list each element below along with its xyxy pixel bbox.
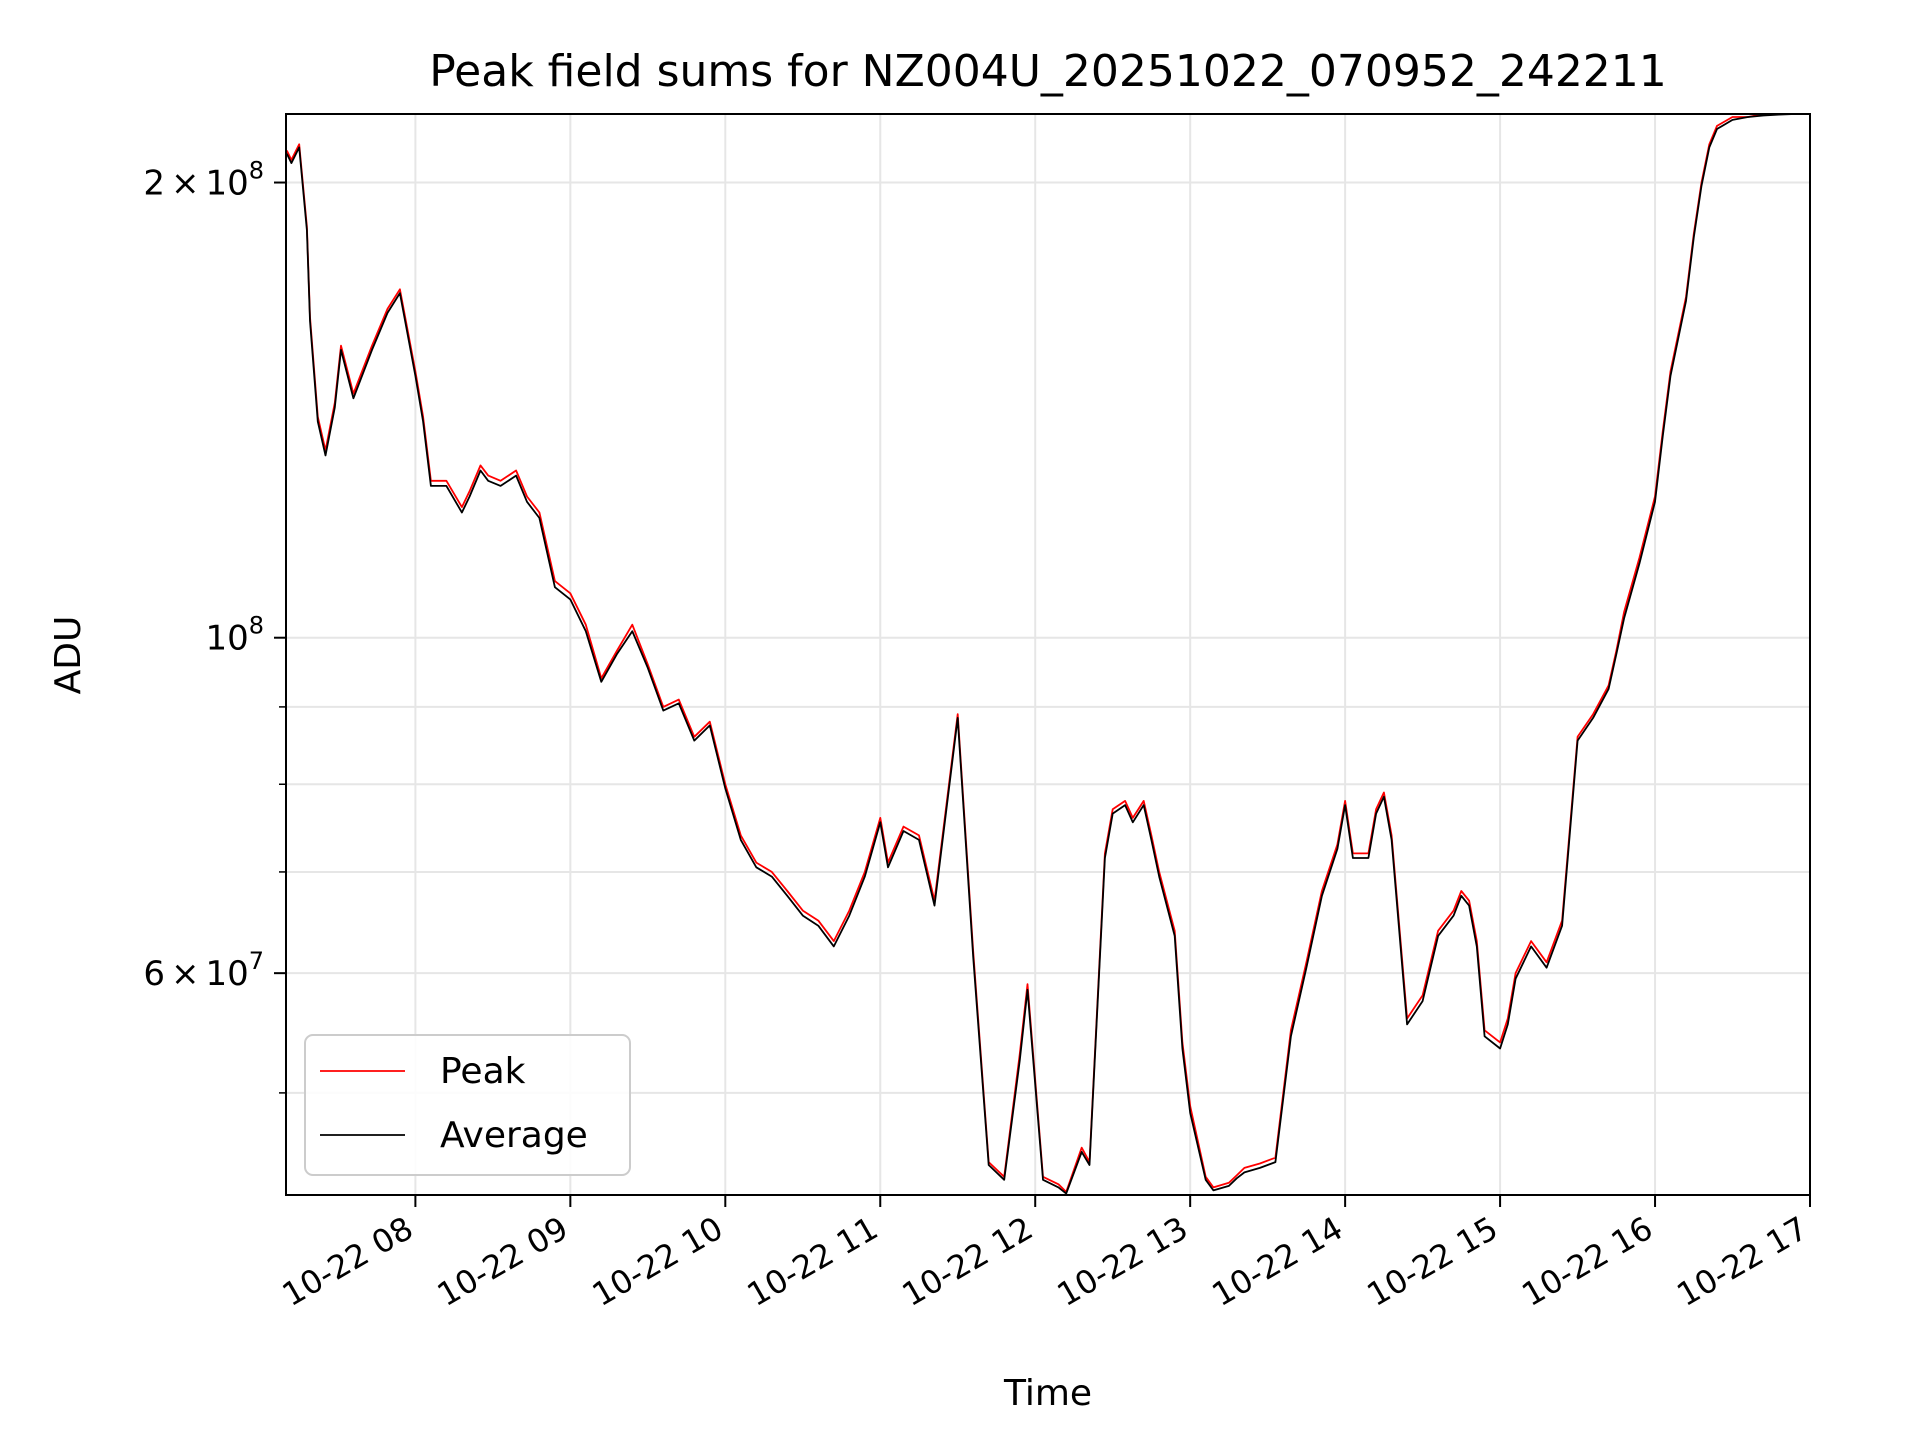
legend: Peak Average bbox=[304, 1034, 631, 1176]
y-tick-mantissa: 2 bbox=[143, 164, 165, 204]
y-tick-power-base: 10 bbox=[205, 164, 248, 204]
y-axis-label: ADU bbox=[48, 616, 89, 695]
x-axis-label: Time bbox=[1003, 1373, 1092, 1414]
series-line-average bbox=[285, 113, 1810, 1195]
legend-label-average: Average bbox=[440, 1115, 588, 1156]
chart-title: Peak field sums for NZ004U_20251022_0709… bbox=[429, 46, 1667, 97]
y-tick-times: × bbox=[171, 164, 200, 204]
plot-background bbox=[286, 114, 1810, 1195]
y-tick-exponent: 8 bbox=[249, 612, 264, 640]
series-lines bbox=[285, 113, 1810, 1195]
y-tick-exponent: 8 bbox=[249, 157, 264, 185]
y-tick-times: × bbox=[171, 954, 200, 994]
y-tick-label: 6 × 107 bbox=[143, 947, 264, 994]
y-tick-power-base: 10 bbox=[205, 954, 248, 994]
y-tick-exponent: 7 bbox=[249, 947, 264, 975]
y-tick-mantissa: 6 bbox=[143, 954, 165, 994]
plot-area: 10-22 08 10-22 09 10-22 10 10-22 11 10-22 12… bbox=[143, 113, 1814, 1314]
grid-lines bbox=[286, 114, 1811, 1195]
y-tick-power-base: 10 bbox=[205, 619, 248, 659]
legend-box bbox=[304, 1034, 631, 1176]
y-tick-label: 2 × 108 bbox=[143, 157, 264, 204]
y-tick-label: 108 bbox=[205, 612, 264, 659]
plot-frame bbox=[285, 113, 1811, 1196]
legend-label-peak: Peak bbox=[440, 1051, 526, 1092]
